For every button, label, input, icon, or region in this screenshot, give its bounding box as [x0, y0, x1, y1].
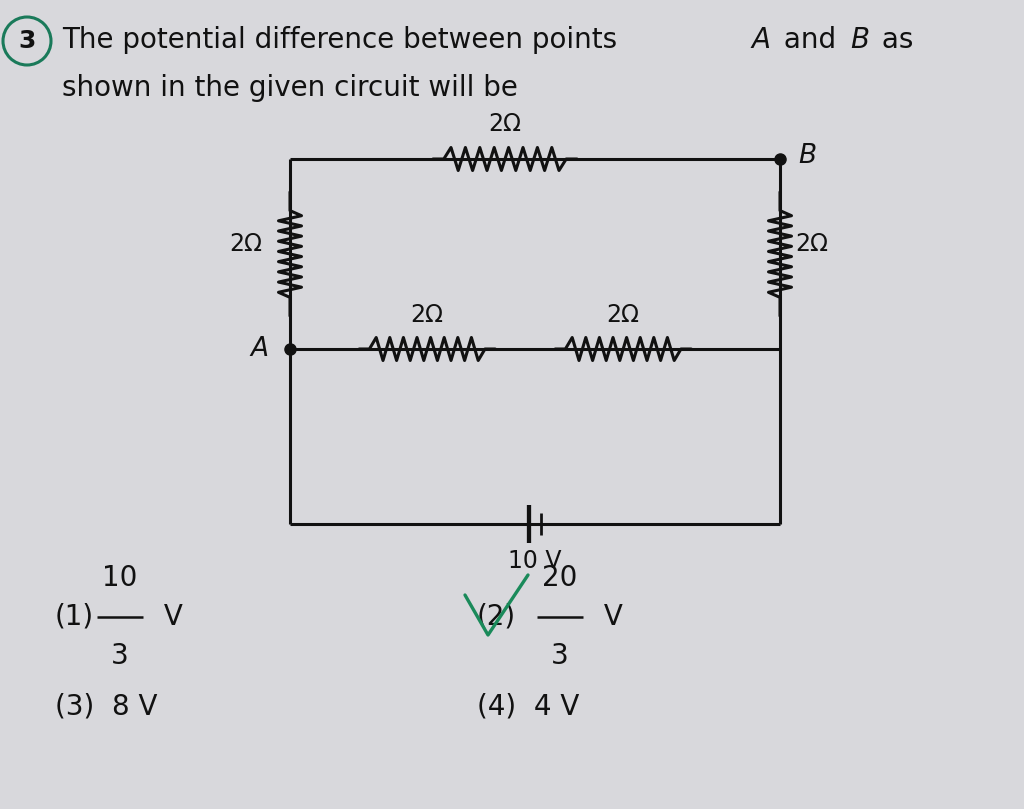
Text: 2Ω: 2Ω: [795, 232, 828, 256]
Text: B: B: [798, 143, 816, 169]
Text: (2): (2): [477, 603, 516, 631]
Text: V: V: [595, 603, 623, 631]
Text: 10 V: 10 V: [508, 549, 562, 573]
Text: 3: 3: [551, 642, 569, 670]
Text: 3: 3: [112, 642, 129, 670]
Text: A: A: [250, 336, 268, 362]
Text: and: and: [775, 26, 845, 54]
Text: 10: 10: [102, 564, 137, 592]
Text: (4)  4 V: (4) 4 V: [477, 693, 580, 721]
Text: (3)  8 V: (3) 8 V: [55, 693, 158, 721]
Text: 2Ω: 2Ω: [411, 303, 443, 327]
Text: (1): (1): [55, 603, 94, 631]
Text: as: as: [873, 26, 913, 54]
Text: B: B: [850, 26, 869, 54]
Text: A: A: [751, 26, 770, 54]
Text: 2Ω: 2Ω: [229, 232, 262, 256]
Text: 3: 3: [18, 29, 36, 53]
Text: shown in the given circuit will be: shown in the given circuit will be: [62, 74, 518, 102]
Text: 2Ω: 2Ω: [488, 112, 521, 136]
Text: 20: 20: [543, 564, 578, 592]
Text: The potential difference between points: The potential difference between points: [62, 26, 626, 54]
Text: 2Ω: 2Ω: [606, 303, 640, 327]
Text: V: V: [155, 603, 183, 631]
